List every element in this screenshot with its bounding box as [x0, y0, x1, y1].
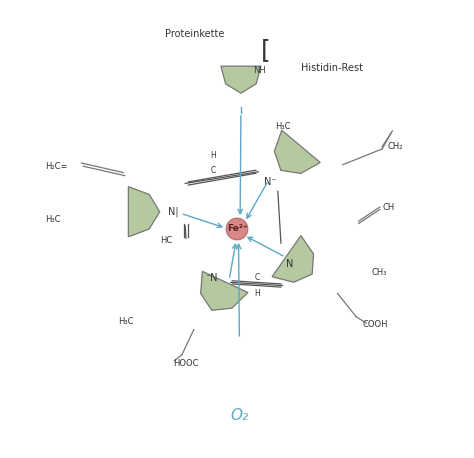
Text: HOOC: HOOC — [173, 360, 198, 369]
Text: CH₂: CH₂ — [388, 142, 403, 151]
Text: H₃C: H₃C — [118, 317, 133, 326]
Text: ⁻N: ⁻N — [205, 273, 218, 284]
Text: C: C — [254, 273, 260, 283]
Text: NH: NH — [253, 66, 265, 75]
Text: [: [ — [261, 38, 270, 62]
Text: N|: N| — [167, 207, 178, 217]
Text: Fe²⁺: Fe²⁺ — [227, 224, 247, 234]
Text: Proteinkette: Proteinkette — [165, 29, 224, 39]
Polygon shape — [128, 186, 160, 237]
Text: CH: CH — [382, 202, 394, 212]
Text: H₃C: H₃C — [274, 122, 290, 131]
Text: N⁻: N⁻ — [264, 177, 277, 187]
Polygon shape — [272, 235, 313, 282]
Polygon shape — [201, 271, 248, 311]
Text: Histidin-Rest: Histidin-Rest — [301, 63, 364, 73]
Text: C: C — [211, 166, 216, 175]
Text: H: H — [210, 151, 216, 160]
Text: H₂C=: H₂C= — [45, 162, 67, 171]
Polygon shape — [221, 66, 261, 93]
Text: O₂: O₂ — [230, 408, 248, 423]
Circle shape — [226, 218, 248, 240]
Text: COOH: COOH — [363, 320, 388, 329]
Text: CH₃: CH₃ — [372, 267, 388, 277]
Text: HC: HC — [160, 236, 173, 245]
Text: N: N — [286, 258, 293, 268]
Text: H: H — [254, 289, 260, 298]
Text: H₃C: H₃C — [45, 215, 60, 224]
Polygon shape — [274, 130, 320, 174]
